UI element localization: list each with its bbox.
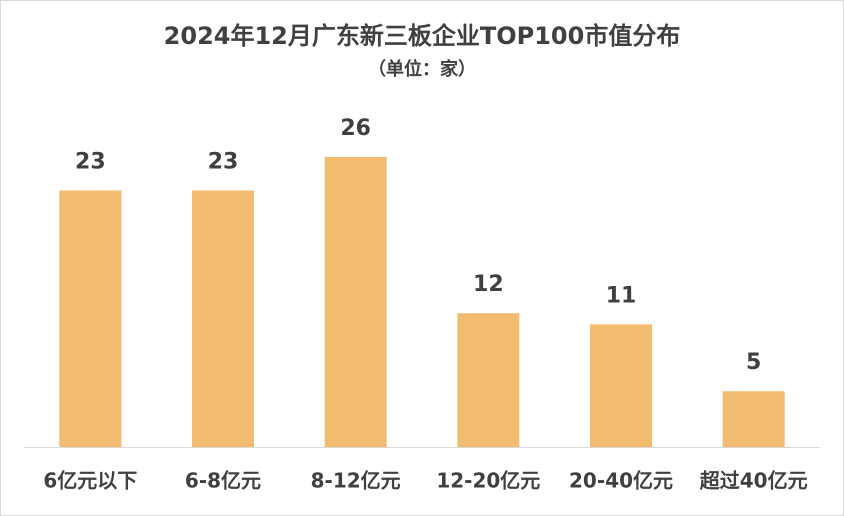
x-tick-label: 6亿元以下 bbox=[43, 469, 137, 493]
chart-subtitle: （单位：家） bbox=[368, 58, 476, 80]
bar bbox=[59, 190, 122, 447]
bar bbox=[324, 157, 387, 447]
x-tick-label: 8-12亿元 bbox=[311, 469, 401, 493]
bar bbox=[722, 391, 785, 447]
bar bbox=[590, 324, 652, 447]
value-label: 12 bbox=[473, 272, 504, 297]
bar bbox=[192, 190, 254, 447]
x-tick-label: 6-8亿元 bbox=[185, 469, 261, 493]
value-label: 11 bbox=[606, 283, 637, 308]
bar bbox=[457, 313, 520, 447]
x-tick-label: 12-20亿元 bbox=[436, 469, 540, 493]
x-tick-label: 20-40亿元 bbox=[569, 469, 673, 493]
value-label: 5 bbox=[746, 350, 761, 375]
value-label: 23 bbox=[75, 149, 106, 174]
value-label: 26 bbox=[340, 116, 371, 141]
chart-title: 2024年12月广东新三板企业TOP100市值分布 bbox=[164, 22, 681, 50]
x-tick-label: 超过40亿元 bbox=[699, 469, 808, 493]
value-label: 23 bbox=[208, 149, 239, 174]
